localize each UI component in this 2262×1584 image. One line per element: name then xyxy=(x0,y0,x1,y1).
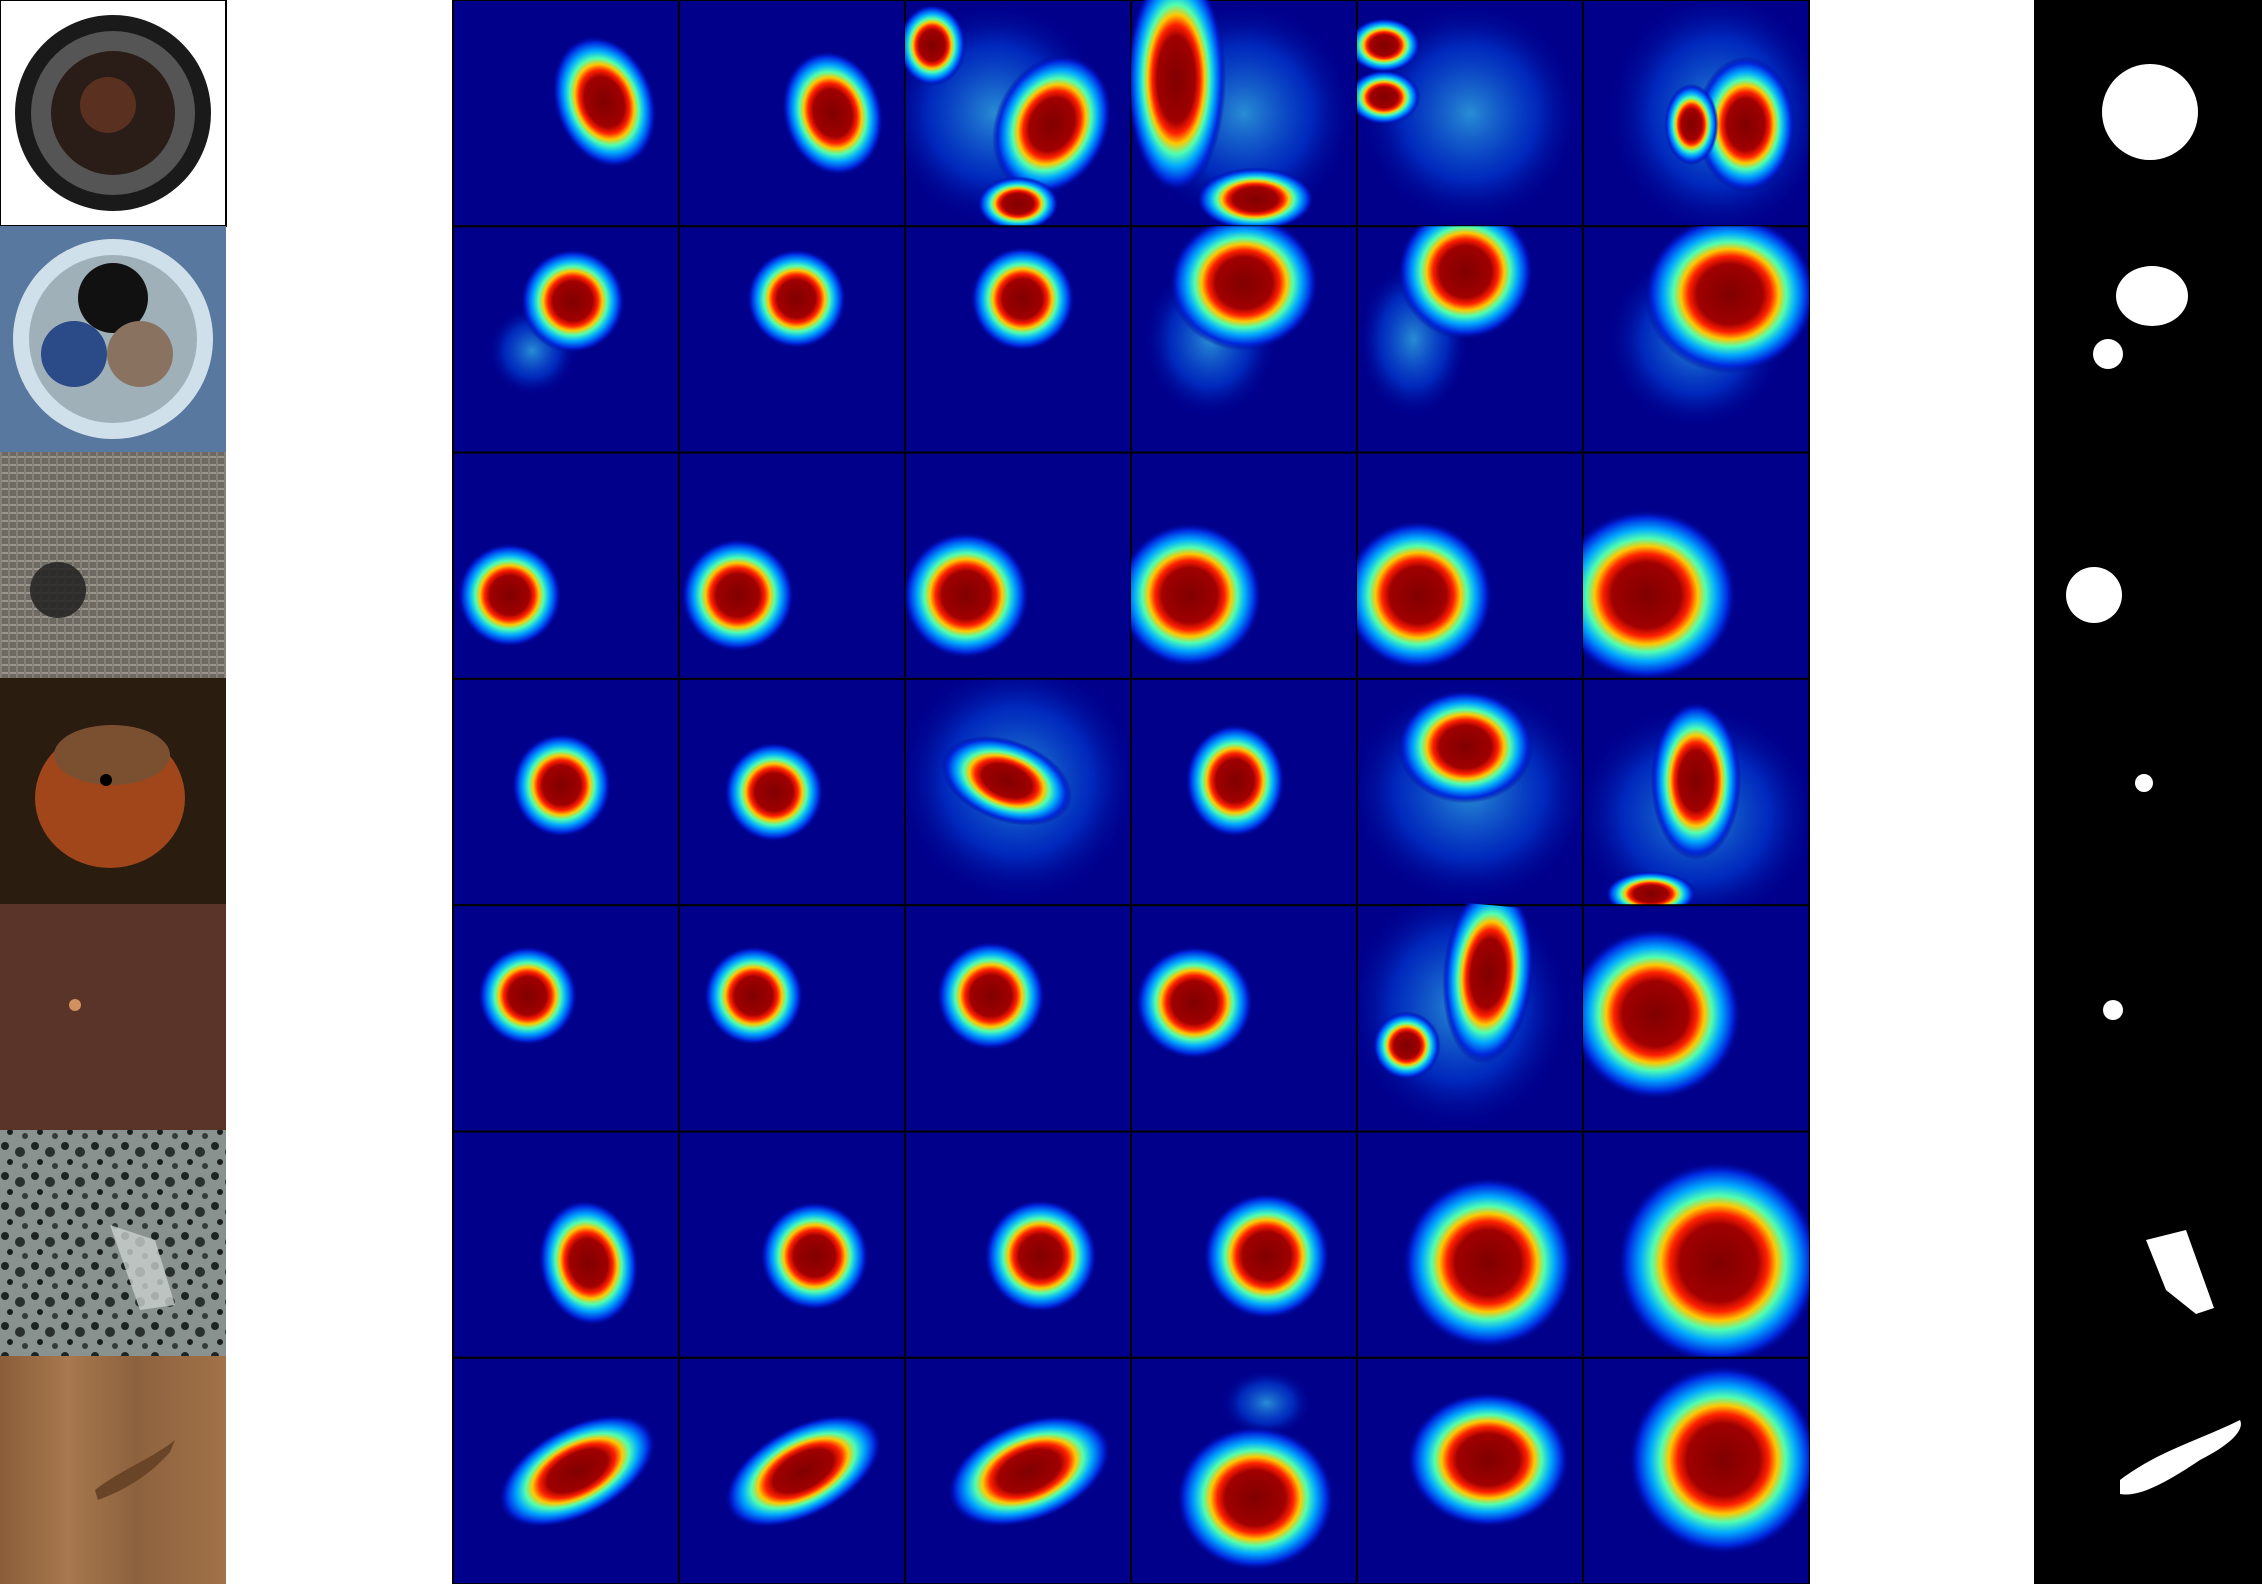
heatmap-blob xyxy=(1605,871,1696,906)
image-detail xyxy=(78,263,148,333)
heatmap-blob xyxy=(1131,522,1263,668)
image-tile xyxy=(0,1130,226,1356)
heatmap-blob xyxy=(947,1414,1112,1528)
heatmap-blob xyxy=(1169,226,1319,351)
image-detail xyxy=(107,321,173,387)
heatmap-blob xyxy=(1664,83,1719,166)
heatmap-blob xyxy=(457,543,562,648)
heatmap-blob xyxy=(1402,1176,1574,1349)
heatmap-glow xyxy=(1221,1369,1312,1438)
heatmap-blob xyxy=(1628,1364,1809,1555)
heatmap-blob xyxy=(1442,894,1534,1064)
image-detail xyxy=(95,1440,175,1500)
heatmap-blob xyxy=(520,248,625,354)
image-detail xyxy=(41,321,107,387)
image-detail xyxy=(69,999,81,1011)
mask-column xyxy=(2034,0,2262,1584)
heatmap-blob xyxy=(1131,0,1226,193)
heatmap-blob xyxy=(1372,1011,1441,1080)
heatmap-blob xyxy=(1650,701,1742,860)
heatmap-blob xyxy=(970,246,1075,351)
heatmap-blob xyxy=(992,54,1112,195)
image-detail xyxy=(80,77,136,133)
heatmap-blob xyxy=(681,538,795,652)
heatmap-blob xyxy=(1176,1425,1335,1571)
heatmap-blob xyxy=(760,1201,869,1311)
heatmap-blob xyxy=(1357,520,1493,670)
mask-shape xyxy=(2120,1420,2241,1495)
heatmap-blob xyxy=(905,4,967,86)
heatmap-blob xyxy=(724,1414,883,1528)
mask-shape xyxy=(2102,64,2198,160)
heatmap-blob xyxy=(1583,927,1742,1100)
heatmap-blob xyxy=(1397,226,1534,340)
heatmap-blob xyxy=(703,945,804,1046)
heatmap-blob xyxy=(984,1199,1098,1313)
image-detail xyxy=(54,725,170,785)
heatmap-blob xyxy=(936,941,1046,1051)
input-images xyxy=(0,0,227,1584)
heatmap-blob xyxy=(1644,226,1809,374)
heatmap-blob xyxy=(1185,724,1285,838)
mask-shape xyxy=(2066,567,2122,623)
heatmap-blob xyxy=(1406,1391,1570,1528)
heatmap-blob xyxy=(746,248,847,349)
mask-shape xyxy=(2103,1000,2123,1020)
mask-shape xyxy=(2093,339,2123,369)
heatmap-blob xyxy=(1357,18,1421,73)
image-detail xyxy=(110,1225,175,1310)
heatmap-blob xyxy=(977,176,1059,227)
image-detail xyxy=(100,774,112,786)
image-wood xyxy=(0,1356,226,1584)
heatmap-blob xyxy=(1696,56,1796,193)
mask-shape xyxy=(2135,774,2153,792)
heatmap-blob xyxy=(724,742,824,842)
mask-shape xyxy=(2116,266,2188,326)
heatmap-blob xyxy=(1357,70,1421,125)
heatmap-blob xyxy=(552,35,657,168)
mask-background xyxy=(2034,0,2262,1584)
heatmap-blob xyxy=(1203,1192,1330,1320)
heatmap-grid xyxy=(452,0,1810,1584)
image-detail xyxy=(30,562,86,618)
image-leather xyxy=(0,904,226,1130)
heatmap-blob xyxy=(477,945,578,1046)
heatmap-blob xyxy=(905,531,1030,659)
heatmap-blob xyxy=(1397,690,1534,804)
heatmap-blob xyxy=(781,50,884,176)
heatmap-blob xyxy=(1135,945,1254,1060)
mask-shape xyxy=(2146,1230,2214,1314)
heatmap-blob xyxy=(498,1414,657,1528)
heatmap-blob xyxy=(941,735,1072,826)
heatmap-blob xyxy=(1583,509,1737,679)
heatmap-blob xyxy=(1196,167,1315,227)
heatmap-blob xyxy=(538,1199,639,1326)
heatmap-blob xyxy=(511,733,612,838)
heatmap-blob xyxy=(1616,1160,1809,1358)
image-carpet xyxy=(0,452,226,678)
